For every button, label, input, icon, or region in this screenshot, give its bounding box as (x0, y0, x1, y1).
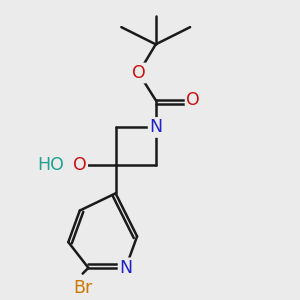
Text: O: O (186, 91, 200, 109)
Text: O: O (132, 64, 145, 82)
Text: N: N (119, 259, 132, 277)
Text: N: N (149, 118, 162, 136)
Text: HO: HO (38, 156, 64, 174)
Text: O: O (73, 156, 87, 174)
Text: Br: Br (73, 279, 92, 297)
